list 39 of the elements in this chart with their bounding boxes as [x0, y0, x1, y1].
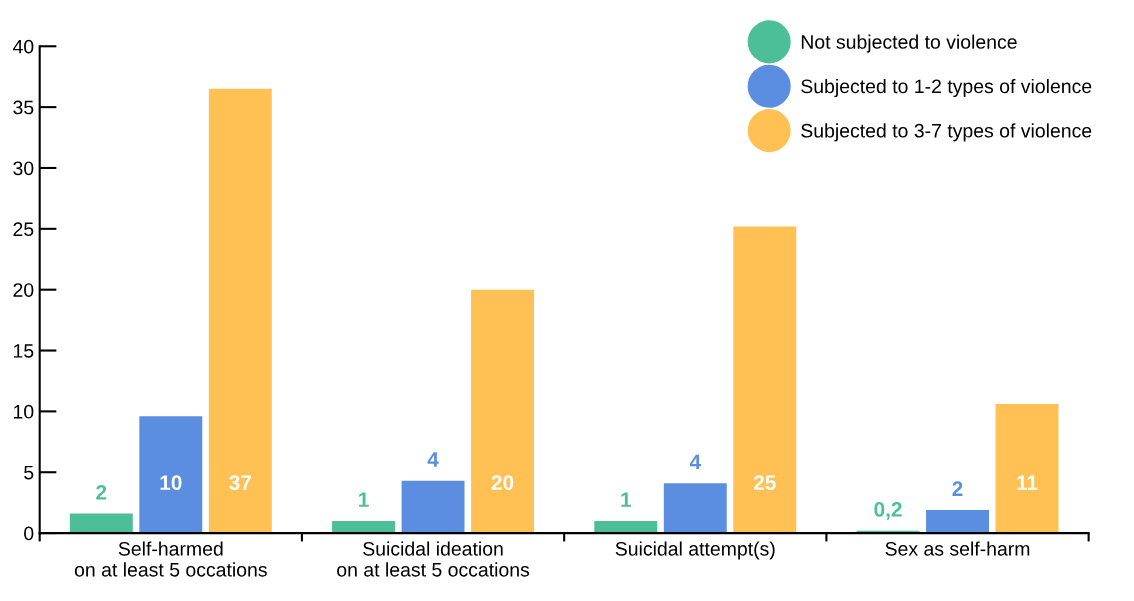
legend-label: Subjected to 3-7 types of violence: [801, 123, 1092, 142]
data-label: 2: [952, 481, 963, 496]
data-label: 4: [427, 452, 439, 467]
x-tick-label: Sex as self-harm: [885, 541, 1030, 556]
y-tick-label: 0: [24, 526, 34, 541]
data-label: 10: [160, 475, 182, 490]
y-tick-label: 40: [12, 39, 34, 54]
y-tick-label: 30: [13, 161, 34, 176]
bar: [69, 513, 133, 534]
bar: [139, 416, 203, 534]
bar: [401, 480, 465, 534]
y-tick-label: 5: [24, 465, 34, 480]
data-label: 2: [96, 484, 107, 500]
x-tick-label: Suicidal ideation on at least 5 occations: [337, 541, 530, 577]
bar: [594, 520, 658, 534]
bar: [926, 509, 989, 534]
x-tick-label: Suicidal attempt(s): [615, 541, 775, 560]
legend-label: Not subjected to violence: [801, 34, 1017, 53]
data-label: 1: [621, 492, 631, 507]
x-tick-label: Self-harmed on at least 5 occations: [74, 541, 267, 577]
data-label: 25: [753, 475, 776, 490]
data-label: 11: [1017, 475, 1038, 490]
bar: [471, 289, 535, 534]
data-label: 4: [689, 454, 701, 470]
bar: [208, 88, 272, 534]
y-tick-label: 15: [13, 344, 34, 358]
y-tick-label: 20: [13, 283, 34, 297]
data-label: 20: [491, 475, 514, 490]
legend-label: Subjected to 1-2 types of violence: [801, 78, 1092, 98]
bar: [332, 520, 396, 534]
y-tick-label: 25: [13, 222, 34, 237]
y-tick-label: 35: [13, 100, 34, 115]
data-label: 1: [359, 492, 369, 507]
bar: [733, 226, 797, 534]
bar: [995, 404, 1059, 534]
data-label: 37: [229, 475, 251, 491]
y-tick-label: 10: [13, 404, 34, 419]
bar: [663, 483, 727, 534]
data-label: 0,2: [874, 502, 902, 520]
